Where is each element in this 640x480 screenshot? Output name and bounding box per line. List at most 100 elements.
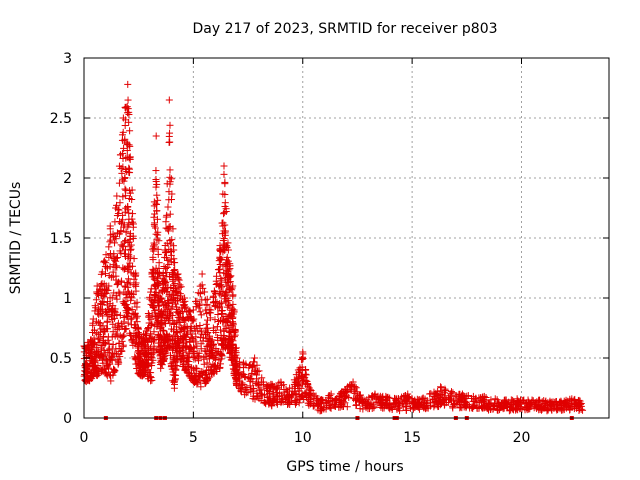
data-point xyxy=(170,246,178,254)
data-point xyxy=(221,180,229,188)
data-point xyxy=(169,276,177,284)
data-point xyxy=(166,121,174,129)
data-point xyxy=(150,275,158,283)
data-point xyxy=(101,365,109,373)
data-point xyxy=(164,333,172,341)
data-point xyxy=(151,222,159,230)
data-point xyxy=(136,361,144,369)
data-point xyxy=(170,293,178,301)
data-point xyxy=(112,257,120,265)
data-point xyxy=(204,329,212,337)
data-point xyxy=(182,303,190,311)
data-point xyxy=(137,346,145,354)
data-point xyxy=(98,356,106,364)
data-point xyxy=(119,332,127,340)
data-point xyxy=(101,270,109,278)
data-point xyxy=(162,301,170,309)
data-point xyxy=(199,368,207,376)
data-point xyxy=(92,296,100,304)
data-point xyxy=(124,305,132,313)
data-point xyxy=(155,302,163,310)
data-point xyxy=(88,368,96,376)
data-point xyxy=(155,259,163,267)
data-point xyxy=(113,295,121,303)
data-point xyxy=(87,374,95,382)
data-point xyxy=(148,320,156,328)
data-point xyxy=(141,330,149,338)
data-point xyxy=(168,236,176,244)
data-point xyxy=(148,335,156,343)
data-point xyxy=(114,280,122,288)
data-point xyxy=(192,322,200,330)
data-point xyxy=(182,367,190,375)
data-point xyxy=(212,344,220,352)
data-point xyxy=(100,347,108,355)
data-point xyxy=(155,270,163,278)
data-point xyxy=(176,351,184,359)
data-point xyxy=(124,105,132,113)
data-point xyxy=(103,286,111,294)
data-point xyxy=(169,225,177,233)
y-tick-label: 1 xyxy=(63,291,72,307)
data-point xyxy=(130,275,138,283)
data-point xyxy=(160,327,168,335)
data-point xyxy=(121,325,129,333)
data-point xyxy=(165,332,173,340)
data-point xyxy=(87,336,95,344)
data-point xyxy=(171,297,179,305)
data-point xyxy=(120,314,128,322)
data-point xyxy=(166,129,174,137)
data-point xyxy=(197,345,205,353)
data-point xyxy=(154,299,162,307)
data-point xyxy=(115,179,123,187)
data-point xyxy=(166,210,174,218)
data-point xyxy=(184,314,192,322)
data-point xyxy=(111,314,119,322)
data-point xyxy=(166,166,174,174)
data-point xyxy=(182,336,190,344)
data-point xyxy=(190,343,198,351)
data-point xyxy=(166,343,174,351)
data-point xyxy=(174,270,182,278)
data-point xyxy=(128,196,136,204)
data-point xyxy=(111,367,119,375)
data-point xyxy=(126,169,134,177)
data-point xyxy=(120,223,128,231)
data-point xyxy=(163,336,171,344)
data-point xyxy=(152,230,160,238)
data-point xyxy=(107,377,115,385)
data-point xyxy=(153,235,161,243)
data-point xyxy=(129,338,137,346)
data-point xyxy=(166,138,174,146)
data-point xyxy=(202,379,210,387)
data-point xyxy=(125,164,133,172)
data-point xyxy=(112,235,120,243)
data-point xyxy=(125,209,133,217)
data-point xyxy=(117,249,125,257)
data-point xyxy=(116,353,124,361)
data-point xyxy=(159,326,167,334)
data-point xyxy=(191,375,199,383)
data-point xyxy=(166,180,174,188)
data-point xyxy=(167,196,175,204)
data-point xyxy=(129,235,137,243)
data-point xyxy=(113,229,121,237)
data-point xyxy=(158,361,166,369)
data-point xyxy=(121,300,129,308)
data-point xyxy=(106,238,114,246)
data-point xyxy=(299,348,307,356)
data-point xyxy=(120,331,128,339)
data-point xyxy=(251,354,259,362)
data-point xyxy=(114,358,122,366)
data-point xyxy=(129,223,137,231)
data-point xyxy=(106,251,114,259)
data-point xyxy=(104,325,112,333)
data-point xyxy=(197,311,205,319)
data-point xyxy=(165,223,173,231)
axis-ticks: 0 5 10 15 20 0 0.5 1 1.5 2 2.5 3 xyxy=(50,51,609,446)
data-point xyxy=(93,282,101,290)
data-point xyxy=(96,335,104,343)
data-point xyxy=(177,283,185,291)
data-point xyxy=(116,332,124,340)
